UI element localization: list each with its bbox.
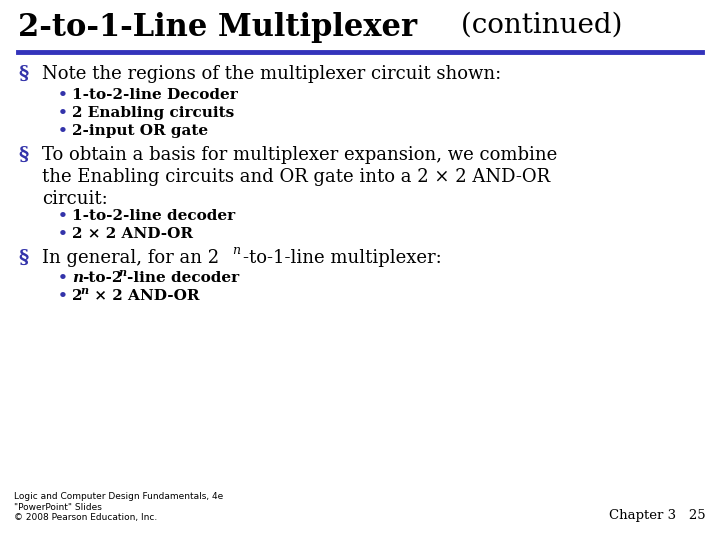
Text: Note the regions of the multiplexer circuit shown:: Note the regions of the multiplexer circ…	[42, 65, 501, 83]
Text: n: n	[80, 285, 88, 296]
Text: To obtain a basis for multiplexer expansion, we combine: To obtain a basis for multiplexer expans…	[42, 146, 557, 164]
Text: §: §	[18, 65, 28, 83]
Text: 1-to-2-line decoder: 1-to-2-line decoder	[72, 209, 235, 223]
Text: •: •	[58, 227, 68, 241]
Text: n: n	[72, 271, 83, 285]
Text: §: §	[18, 249, 28, 267]
Text: -line decoder: -line decoder	[127, 271, 239, 285]
Text: × 2 AND-OR: × 2 AND-OR	[89, 289, 199, 303]
Text: •: •	[58, 289, 68, 303]
Text: •: •	[58, 209, 68, 223]
Text: •: •	[58, 88, 68, 102]
Text: •: •	[58, 271, 68, 285]
Text: -to-1-line multiplexer:: -to-1-line multiplexer:	[243, 249, 442, 267]
Text: n: n	[232, 244, 240, 257]
Text: 2 Enabling circuits: 2 Enabling circuits	[72, 106, 234, 120]
Text: 2-to-1-Line Multiplexer: 2-to-1-Line Multiplexer	[18, 12, 417, 43]
Text: 2: 2	[72, 289, 83, 303]
Text: Logic and Computer Design Fundamentals, 4e
"PowerPoint" Slides
© 2008 Pearson Ed: Logic and Computer Design Fundamentals, …	[14, 492, 223, 522]
Text: the Enabling circuits and OR gate into a 2 × 2 AND-OR: the Enabling circuits and OR gate into a…	[42, 168, 550, 186]
Text: (continued): (continued)	[452, 12, 623, 39]
Text: 2 × 2 AND-OR: 2 × 2 AND-OR	[72, 227, 193, 241]
Text: §: §	[18, 146, 28, 164]
Text: •: •	[58, 106, 68, 120]
Text: n: n	[118, 267, 126, 278]
Text: 2-input OR gate: 2-input OR gate	[72, 124, 208, 138]
Text: Chapter 3   25: Chapter 3 25	[609, 509, 706, 522]
Text: 1-to-2-line Decoder: 1-to-2-line Decoder	[72, 88, 238, 102]
Text: •: •	[58, 124, 68, 138]
Text: In general, for an 2: In general, for an 2	[42, 249, 219, 267]
Text: circuit:: circuit:	[42, 190, 108, 208]
Text: -to-2: -to-2	[82, 271, 122, 285]
